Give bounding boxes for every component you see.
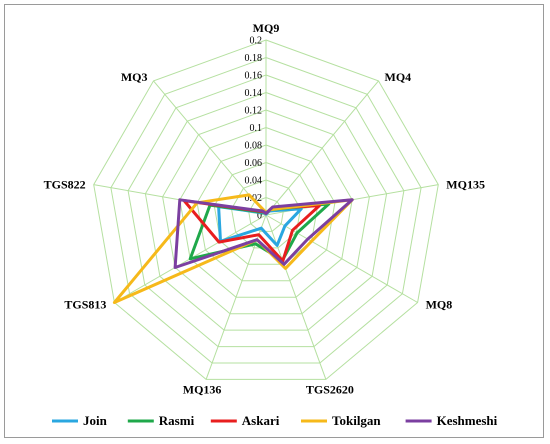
legend: Join Rasmi Askari Tokilgan Keshmeshi [52,413,498,428]
grid-ring [144,91,388,331]
radial-tick-label: 0.2 [250,36,263,47]
legend-label: Rasmi [159,413,195,428]
category-label: MQ136 [183,382,222,396]
legend-label: Keshmeshi [437,413,498,428]
grid-ring [196,144,336,282]
radial-tick-label: 0.16 [245,71,263,82]
radial-tick-label: 0.14 [245,88,263,99]
grid-ring [162,109,370,315]
category-label: TGS822 [44,178,86,192]
radial-tick-label: 0.1 [250,123,263,134]
grid-spoke [153,80,267,216]
radial-tick-label: 0.18 [245,53,263,64]
radial-tick-label: 0 [257,211,262,222]
radial-tick-label: 0.04 [245,176,263,187]
grid-spoke [265,80,379,216]
series-line-keshmeshi [173,198,354,269]
legend-label: Askari [242,413,280,428]
radial-tick-label: 0.06 [245,158,263,169]
radial-tick-label: 0.08 [245,141,263,152]
grid-ring [127,74,405,348]
grid-ring [110,56,422,364]
radial-tick-labels: 00.020.040.060.080.10.120.140.160.180.2 [245,36,263,222]
grid-ring [93,39,439,380]
radial-tick-label: 0.12 [245,106,263,117]
category-label: MQ4 [385,70,412,84]
grid-ring [179,126,353,298]
grid-layer [93,39,439,380]
chart-frame [4,4,544,438]
category-label: MQ9 [253,21,280,35]
category-label: TGS2620 [306,382,354,396]
category-label: MQ3 [121,70,148,84]
legend-label: Join [83,413,108,428]
category-label: MQ8 [426,298,453,312]
grid-ring [213,161,319,265]
series-layer [112,193,354,304]
category-label: MQ135 [446,178,485,192]
legend-label: Tokilgan [332,413,381,428]
category-label: TGS813 [64,298,106,312]
category-labels: MQ9 MQ4 MQ135 MQ8 TGS2620 MQ136 TGS813 TGS822 MQ… [44,21,485,396]
